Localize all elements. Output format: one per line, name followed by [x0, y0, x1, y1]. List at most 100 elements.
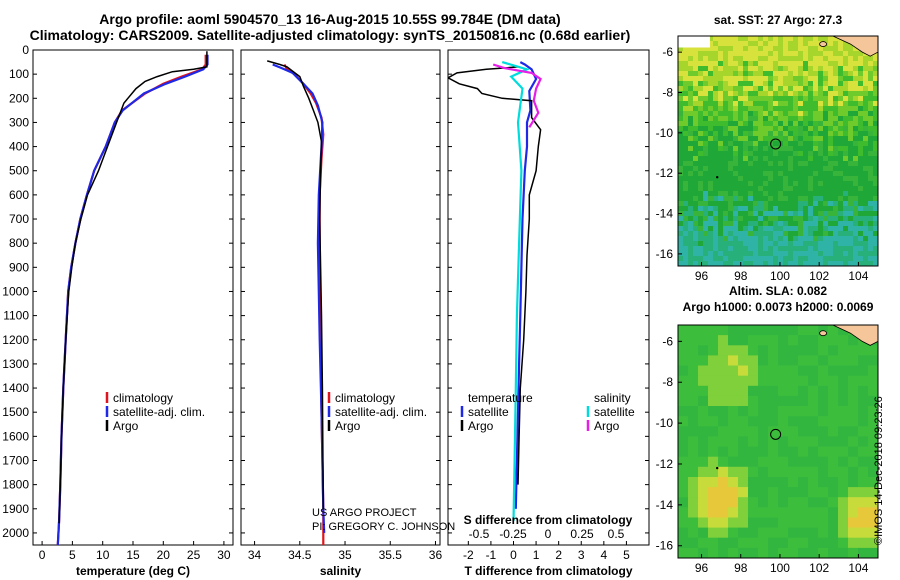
map-cell [818, 226, 824, 232]
map-cell [788, 141, 794, 147]
map-cell [843, 71, 849, 77]
map-frame [677, 35, 879, 267]
map-cell [823, 136, 829, 142]
map-cell [743, 161, 749, 167]
map-cell [738, 66, 744, 72]
map-cell [708, 86, 714, 92]
map-cell [748, 121, 754, 127]
map-cell [773, 96, 779, 102]
map-cell [783, 116, 789, 122]
map-cell [788, 111, 794, 117]
map-cell [808, 181, 814, 187]
map-cell [823, 246, 829, 252]
plot-title: Argo profile: aoml 5904570_13 16-Aug-201… [99, 11, 561, 27]
map-cell [773, 161, 779, 167]
map-cell [793, 221, 799, 227]
map-cell [868, 111, 874, 117]
map-cell [773, 156, 779, 162]
map-cell [763, 161, 769, 167]
map-cell [703, 191, 709, 197]
map-cell [748, 256, 754, 262]
map-cell [838, 507, 849, 518]
map-cell [683, 71, 689, 77]
map-cell [718, 211, 724, 217]
map-cell [833, 191, 839, 197]
map-cell [708, 456, 719, 468]
map-cell [678, 497, 689, 508]
map-cell [703, 171, 709, 177]
map-cell [698, 146, 704, 152]
map-cell [678, 171, 684, 177]
map-cell [678, 466, 689, 478]
map-cell [698, 111, 704, 117]
map-cell [693, 231, 699, 237]
map-cell [813, 246, 819, 252]
map-cell [833, 221, 839, 227]
map-cell [833, 156, 839, 162]
map-cell [773, 121, 779, 127]
map-cell [808, 335, 819, 346]
map-cell [743, 186, 749, 192]
map-cell [678, 206, 684, 212]
map-cell [768, 81, 774, 87]
map-cell [698, 256, 704, 262]
map-cell [768, 375, 779, 387]
map-cell [828, 416, 839, 427]
map-cell [688, 191, 694, 197]
map-cell [783, 226, 789, 232]
map-cell [828, 166, 834, 172]
map-cell [778, 436, 789, 448]
map-cell [843, 256, 849, 262]
map-cell [688, 66, 694, 72]
map-cell [758, 206, 764, 212]
map-cell [858, 166, 864, 172]
map-cell [843, 186, 849, 192]
map-cell [808, 221, 814, 227]
map-cell [708, 96, 714, 102]
map-cell [798, 345, 809, 356]
map-cell [758, 335, 769, 346]
map-cell [768, 466, 779, 478]
map-cell [748, 161, 754, 167]
map-cell [708, 406, 719, 417]
map-cell [778, 41, 784, 47]
map-cell [733, 101, 739, 107]
map-cell [698, 375, 709, 387]
map-cell [803, 226, 809, 232]
map-cell [848, 146, 854, 152]
map-cell [818, 166, 824, 172]
map-cell [758, 126, 764, 132]
map-cell [678, 226, 684, 232]
map-cell [868, 456, 878, 468]
map-cell [693, 111, 699, 117]
map-cell [843, 221, 849, 227]
map-cell [843, 246, 849, 252]
map-cell [698, 61, 704, 67]
map-cell [713, 41, 719, 47]
map-cell [763, 171, 769, 177]
map-cell [793, 46, 799, 52]
map-cell [698, 211, 704, 217]
map-cell [758, 251, 764, 257]
map-cell [728, 91, 734, 97]
map-cell [868, 186, 874, 192]
map-cell [858, 121, 864, 127]
map-cell [813, 226, 819, 232]
map-cell [803, 176, 809, 182]
map-cell [778, 66, 784, 72]
map-cell [773, 131, 779, 137]
x-axis-label: salinity [320, 564, 362, 578]
map-cell [718, 395, 729, 407]
map-cell [773, 36, 779, 42]
map-cell [708, 507, 719, 518]
map-cell [718, 517, 729, 529]
map-cell [753, 241, 759, 247]
map-cell [828, 497, 839, 508]
map-cell [713, 241, 719, 247]
map-cell [828, 236, 834, 242]
map-cell [813, 261, 819, 266]
series-group [448, 61, 542, 521]
map-cell [818, 426, 829, 437]
map-cell [848, 56, 854, 62]
map-cell [788, 345, 799, 356]
